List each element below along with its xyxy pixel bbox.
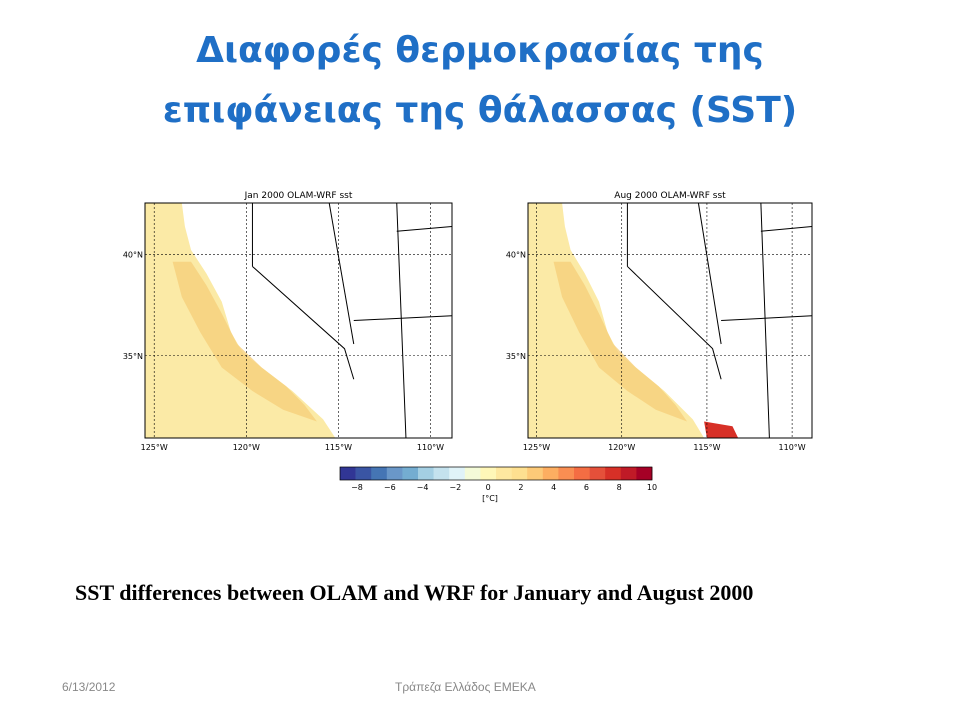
lon-label: 120°W: [608, 443, 635, 452]
border: [760, 226, 813, 232]
colorbar-cell: [464, 467, 481, 480]
colorbar-tick: 4: [551, 483, 556, 492]
colorbar-cell: [620, 467, 637, 480]
lon-label: 125°W: [523, 443, 550, 452]
lat-label: 35°N: [506, 352, 526, 361]
lat-label: 40°N: [123, 251, 143, 260]
caption: SST differences between OLAM and WRF for…: [75, 580, 754, 605]
colorbar-tick: 8: [617, 483, 622, 492]
lon-label: 110°W: [779, 443, 806, 452]
lat-label: 35°N: [123, 352, 143, 361]
border: [396, 226, 453, 232]
title-line: Διαφορές θερμοκρασίας της: [196, 30, 764, 71]
colorbar-cell: [433, 467, 450, 480]
lon-label: 120°W: [233, 443, 260, 452]
colorbar-tick: −4: [417, 483, 429, 492]
lon-label: 115°W: [693, 443, 720, 452]
map-frame: [527, 202, 813, 439]
colorbar-tick: 0: [486, 483, 491, 492]
sea-anomaly: [172, 261, 317, 422]
colorbar-cell: [542, 467, 559, 480]
border: [353, 315, 453, 321]
colorbar-cell: [371, 467, 388, 480]
lon-label: 110°W: [417, 443, 444, 452]
colorbar-tick: −8: [351, 483, 363, 492]
colorbar-cell: [496, 467, 512, 480]
colorbar-unit: [°C]: [482, 494, 498, 503]
colorbar-tick: 10: [647, 483, 657, 492]
sea-surface: [145, 203, 336, 438]
colorbar-cell: [402, 467, 419, 480]
lon-label: 115°W: [325, 443, 352, 452]
map-title: Jan 2000 OLAM-WRF sst: [244, 191, 353, 201]
colorbar-cell: [355, 467, 372, 480]
colorbar-cell: [418, 467, 434, 480]
colorbar-tick: 2: [518, 483, 523, 492]
border: [627, 266, 722, 380]
hot-spot: [704, 421, 739, 438]
colorbar-cell: [511, 467, 528, 480]
colorbar-tick: −6: [384, 483, 396, 492]
colorbar-tick: −2: [449, 483, 461, 492]
colorbar-cell: [386, 467, 403, 480]
colorbar-frame: [339, 466, 653, 481]
sea-anomaly: [553, 261, 688, 422]
colorbar-cell: [340, 467, 356, 480]
footer-org: Τράπεζα Ελλάδος ΕΜΕΚΑ: [395, 680, 536, 694]
lat-label: 40°N: [506, 251, 526, 260]
colorbar-cell: [449, 467, 466, 480]
colorbar-tick: 6: [584, 483, 589, 492]
sea-surface: [528, 203, 705, 438]
figure: Jan 2000 OLAM-WRF sst 40°N 35°N 125°W 120°W 1…: [123, 191, 813, 503]
map-title: Aug 2000 OLAM-WRF sst: [614, 191, 726, 201]
border: [252, 266, 355, 380]
colorbar-cell: [480, 467, 497, 480]
border: [721, 315, 813, 321]
footer-date: 6/13/2012: [62, 680, 116, 694]
colorbar-cell: [574, 467, 590, 480]
border: [697, 202, 722, 345]
colorbar-cell: [605, 467, 622, 480]
map-frame: [144, 202, 453, 439]
lon-label: 125°W: [141, 443, 168, 452]
border: [760, 202, 770, 439]
border: [396, 202, 407, 439]
colorbar-cell: [589, 467, 606, 480]
title-line: επιφάνειας της θάλασσας (SST): [162, 90, 798, 131]
colorbar-cell: [558, 467, 575, 480]
border: [328, 202, 355, 345]
colorbar-cell: [636, 467, 653, 480]
colorbar-cell: [527, 467, 544, 480]
